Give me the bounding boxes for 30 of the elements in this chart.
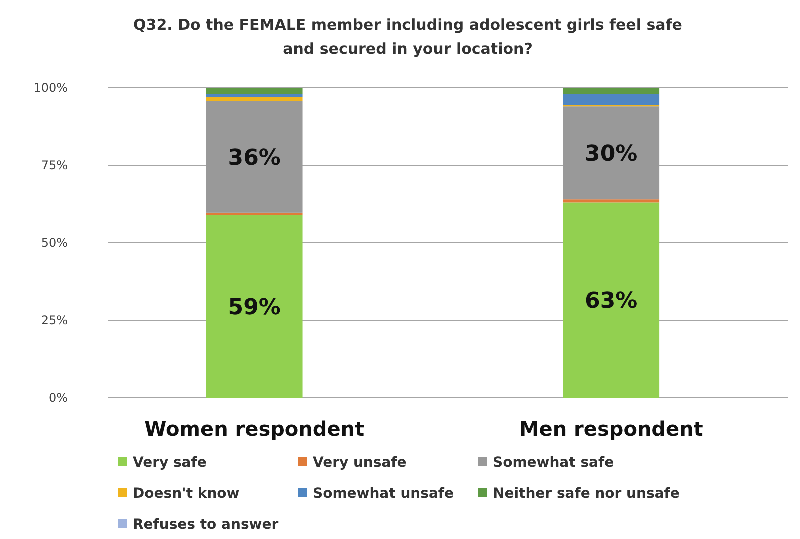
legend-label: Refuses to answer: [133, 516, 279, 533]
legend-label: Very safe: [133, 454, 207, 471]
data-label: 36%: [228, 146, 281, 171]
bar: [563, 94, 660, 106]
x-tick-label: Men respondent: [519, 417, 704, 441]
y-tick-label: 25%: [41, 314, 68, 328]
data-label: 63%: [585, 289, 638, 314]
bar: [563, 106, 660, 200]
chart-title: Q32. Do the FEMALE member including adolescent girls feel safe and secured in your location?: [134, 16, 682, 58]
data-label: 59%: [228, 295, 281, 320]
bar: [563, 88, 660, 94]
bar: [206, 88, 303, 94]
y-tick-label: 0%: [48, 391, 68, 406]
y-tick-label: 75%: [41, 158, 68, 173]
bar: [206, 212, 303, 216]
bar: [563, 200, 660, 203]
bar: [206, 101, 303, 213]
legend-label: Very unsafe: [313, 454, 407, 471]
bar: [563, 202, 660, 398]
y-tick-label: 100%: [34, 81, 68, 96]
legend-label: Somewhat safe: [493, 454, 614, 471]
bar: [206, 94, 303, 98]
bar: [206, 97, 303, 102]
legend-label: Neither safe nor unsafe: [493, 486, 680, 502]
data-label: 30%: [585, 142, 638, 167]
y-tick-label: 50%: [41, 236, 68, 250]
legend-label: Doesn't know: [133, 486, 240, 502]
legend-label: Somewhat unsafe: [313, 486, 454, 502]
bar: [206, 215, 303, 398]
x-tick-label: Women respondent: [144, 417, 366, 441]
